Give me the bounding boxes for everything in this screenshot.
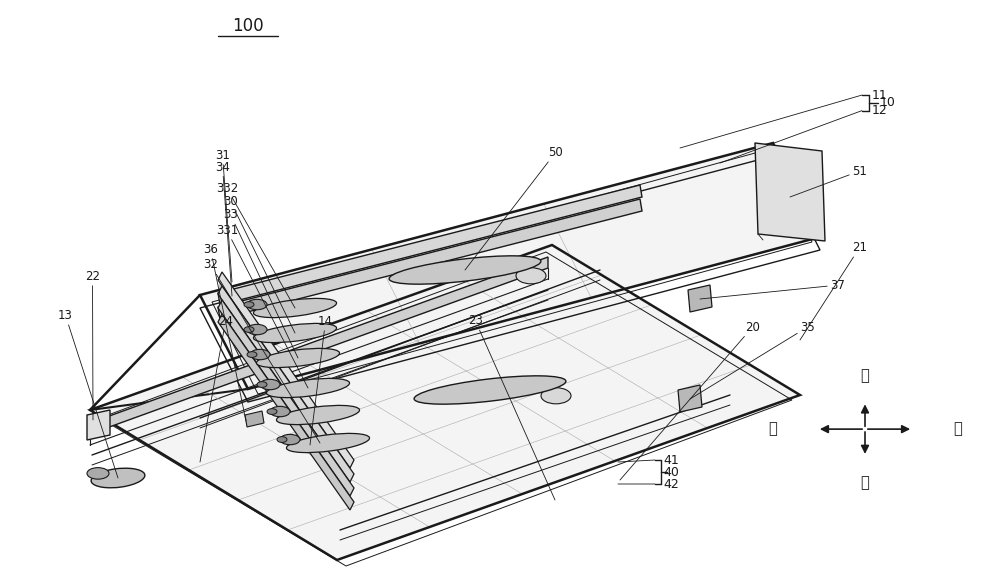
Ellipse shape [244, 302, 254, 308]
Polygon shape [688, 285, 712, 312]
Text: 23: 23 [468, 314, 555, 500]
Polygon shape [90, 245, 800, 560]
Text: 11: 11 [872, 89, 888, 101]
Text: 32: 32 [203, 259, 320, 443]
Text: 100: 100 [232, 17, 264, 35]
Text: 30: 30 [223, 195, 295, 333]
Polygon shape [200, 143, 820, 389]
Polygon shape [245, 411, 264, 427]
Polygon shape [90, 257, 548, 434]
Text: 51: 51 [790, 165, 867, 197]
Ellipse shape [247, 300, 267, 310]
Text: 24: 24 [200, 315, 233, 462]
Text: 34: 34 [215, 161, 232, 296]
Ellipse shape [541, 388, 571, 404]
Ellipse shape [253, 298, 337, 317]
Polygon shape [87, 410, 110, 440]
Ellipse shape [267, 408, 277, 414]
Text: 13: 13 [58, 309, 118, 478]
Text: 40: 40 [663, 465, 679, 479]
Polygon shape [218, 272, 354, 468]
Ellipse shape [247, 324, 267, 335]
Ellipse shape [247, 352, 257, 358]
Text: 42: 42 [663, 478, 679, 491]
Polygon shape [218, 300, 354, 496]
Text: 20: 20 [620, 321, 760, 480]
Text: 33: 33 [223, 209, 298, 358]
Ellipse shape [270, 406, 290, 416]
Text: 31: 31 [215, 149, 232, 282]
Text: 14: 14 [310, 315, 333, 445]
Ellipse shape [257, 382, 267, 388]
Text: 21: 21 [800, 241, 867, 340]
Ellipse shape [253, 323, 337, 343]
Ellipse shape [414, 376, 566, 404]
Polygon shape [678, 385, 702, 412]
Polygon shape [218, 314, 354, 510]
Ellipse shape [266, 378, 350, 397]
Polygon shape [218, 286, 354, 482]
Ellipse shape [286, 433, 370, 453]
Text: 12: 12 [872, 104, 888, 117]
Ellipse shape [260, 380, 280, 390]
Ellipse shape [276, 406, 360, 425]
Ellipse shape [250, 350, 270, 360]
Text: 22: 22 [85, 270, 100, 420]
Text: 332: 332 [216, 182, 295, 308]
Ellipse shape [389, 256, 541, 284]
Text: 上: 上 [861, 368, 869, 383]
Polygon shape [218, 199, 642, 319]
Ellipse shape [87, 468, 109, 479]
Text: 右: 右 [953, 422, 962, 437]
Text: 36: 36 [203, 243, 246, 421]
Text: 下: 下 [861, 475, 869, 490]
Ellipse shape [280, 434, 300, 445]
Text: 37: 37 [700, 279, 845, 299]
Text: 左: 左 [768, 422, 777, 437]
Text: 10: 10 [880, 96, 896, 109]
Polygon shape [755, 143, 825, 241]
Ellipse shape [244, 327, 254, 332]
Polygon shape [218, 185, 642, 305]
Ellipse shape [256, 348, 340, 367]
Text: 35: 35 [690, 321, 815, 399]
Ellipse shape [516, 268, 546, 284]
Text: 331: 331 [216, 224, 308, 388]
Ellipse shape [277, 437, 287, 442]
Ellipse shape [91, 468, 145, 488]
Text: 50: 50 [465, 146, 563, 270]
Text: 41: 41 [663, 453, 679, 467]
